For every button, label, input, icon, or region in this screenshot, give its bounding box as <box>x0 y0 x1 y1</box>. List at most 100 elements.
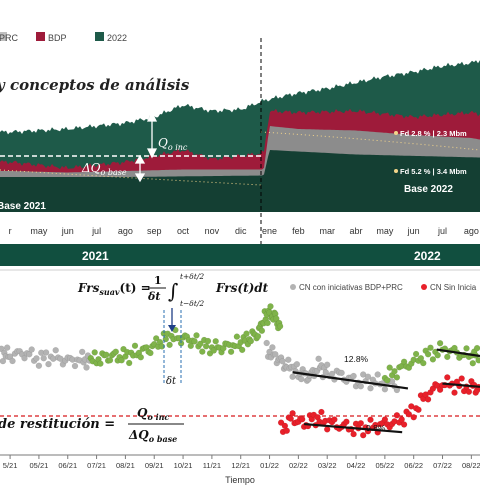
point-before-6-0 <box>78 348 86 356</box>
point-green-2022-0-4 <box>391 368 398 375</box>
trend-lines <box>292 348 480 434</box>
formula-lhs: Frssuav(t) = <box>77 281 151 297</box>
point-during-9-1 <box>193 332 200 339</box>
legend-marker-without <box>421 284 427 290</box>
point-during-10-0 <box>202 343 210 350</box>
point-scatter-2022-0-4 <box>269 344 276 351</box>
point-red-2022-13-5 <box>465 388 473 396</box>
fd2-marker <box>394 169 398 173</box>
point-before-3-4 <box>45 360 52 368</box>
point-during-18-5 <box>276 323 284 330</box>
area-base <box>0 150 480 195</box>
point-scatter-2022-8-0 <box>338 369 345 377</box>
point-during-16-4 <box>264 319 271 327</box>
year-label-2021: 2021 <box>82 249 109 263</box>
bottom-tick-4: 08/21 <box>116 461 135 470</box>
point-scatter-2022-6-5 <box>322 369 329 376</box>
point-green-2022-2-4 <box>420 359 427 367</box>
point-during-4-2 <box>137 354 145 361</box>
top-tick-8: dic <box>235 226 247 236</box>
point-during-15-4 <box>258 327 266 334</box>
legend-label-with: CN con iniciativas BDP+PRC <box>299 283 403 292</box>
bottom-legend: CN con iniciativas BDP+PRC CN Sin Inicia <box>290 283 477 292</box>
top-tick-0: r <box>9 226 12 236</box>
point-scatter-2022-6-0 <box>315 355 322 363</box>
point-during-6-5 <box>166 341 173 349</box>
legend-label-without: CN Sin Inicia <box>430 283 477 292</box>
legend-swatch-prc <box>0 32 7 41</box>
trend-line-1 <box>304 422 403 434</box>
legend-label-2022: 2022 <box>107 33 127 43</box>
point-red-2022-10-0 <box>410 414 417 421</box>
point-red-2022-10-2 <box>415 406 422 413</box>
point-during-5-4 <box>152 335 160 342</box>
top-tick-5: sep <box>147 226 162 236</box>
base-strip <box>0 195 480 212</box>
point-during-14-1 <box>247 337 255 345</box>
point-before-0-4 <box>3 344 11 351</box>
point-scatter-2022-10-0 <box>367 384 374 392</box>
top-tick-15: jul <box>437 226 447 236</box>
point-red-2022-12-2 <box>444 374 451 381</box>
bottom-tick-15: 07/22 <box>433 461 452 470</box>
point-green-2022-3-1 <box>427 344 434 351</box>
point-scatter-2022-11-0 <box>381 386 389 393</box>
top-legend: PRC BDP 2022 <box>0 32 127 43</box>
bottom-month-ticks: 5/21 05/21 06/21 07/21 08/21 09/21 10/21 11/21 1… <box>3 455 480 470</box>
bottom-tick-14: 06/22 <box>404 461 423 470</box>
point-scatter-2022-4-0 <box>298 375 305 383</box>
formula-den: δt <box>147 290 160 303</box>
point-red-2022-7-0 <box>367 416 374 423</box>
point-red-2022-3-3 <box>318 408 325 416</box>
point-during-2-1 <box>112 348 120 355</box>
point-red-2022-4-0 <box>324 426 331 433</box>
point-red-2022-9-4 <box>405 411 413 418</box>
area-layers <box>0 60 480 195</box>
point-before-2-5 <box>33 355 40 362</box>
point-green-2022-3-4 <box>434 352 441 359</box>
pct-label-9-8: 9.8% <box>366 423 386 433</box>
point-scatter-2022-2-3 <box>285 356 292 363</box>
pct-label-12-8: 12.8% <box>344 354 369 364</box>
point-before-4-1 <box>52 346 59 354</box>
base-2021-label: Base 2021 <box>0 201 46 212</box>
year-label-2022: 2022 <box>414 249 441 263</box>
point-during-2-4 <box>118 357 125 364</box>
bottom-tick-3: 07/21 <box>87 461 106 470</box>
point-during-10-1 <box>204 337 212 345</box>
point-before-2-3 <box>28 346 35 353</box>
bottom-tick-2: 06/21 <box>58 461 77 470</box>
legend-swatch-2022 <box>95 32 104 41</box>
point-before-3-3 <box>42 349 50 356</box>
point-before-1-1 <box>9 357 16 365</box>
point-green-2022-6-4 <box>473 344 480 352</box>
trend-line-0 <box>292 371 409 390</box>
point-during-10-5 <box>212 338 219 345</box>
point-during-3-5 <box>131 342 139 350</box>
point-red-2022-8-0 <box>381 416 389 423</box>
bottom-tick-13: 05/22 <box>375 461 394 470</box>
bottom-tick-6: 10/21 <box>174 461 193 470</box>
top-area-chart: PRC BDP 2022 Base 2021 Base 2022 y conce… <box>0 32 480 268</box>
point-before-5-3 <box>71 362 79 370</box>
point-red-2022-8-5 <box>393 412 401 419</box>
trend-line-2 <box>436 348 480 358</box>
point-during-15-0 <box>254 333 262 340</box>
top-tick-1: may <box>30 226 48 236</box>
point-red-2022-1-0 <box>289 410 296 417</box>
point-red-2022-1-5 <box>299 415 306 423</box>
delta-t-window: δt <box>163 308 182 387</box>
q-inc-arrow <box>146 111 158 159</box>
point-green-2022-4-2 <box>444 353 451 361</box>
q-inc-label: Qo inc <box>158 136 188 152</box>
dq-base-label: ΔQo base <box>81 161 127 177</box>
point-green-2022-0-1 <box>384 377 391 384</box>
point-red-2022-9-1 <box>398 416 405 423</box>
point-during-5-1 <box>147 349 154 357</box>
point-during-9-0 <box>191 338 198 345</box>
top-tick-16: ago <box>464 226 479 236</box>
point-red-2022-5-5 <box>350 430 357 438</box>
restitution-label: de restitución = <box>0 417 115 432</box>
top-tick-2: jun <box>61 226 74 236</box>
point-before-3-2 <box>40 354 47 362</box>
